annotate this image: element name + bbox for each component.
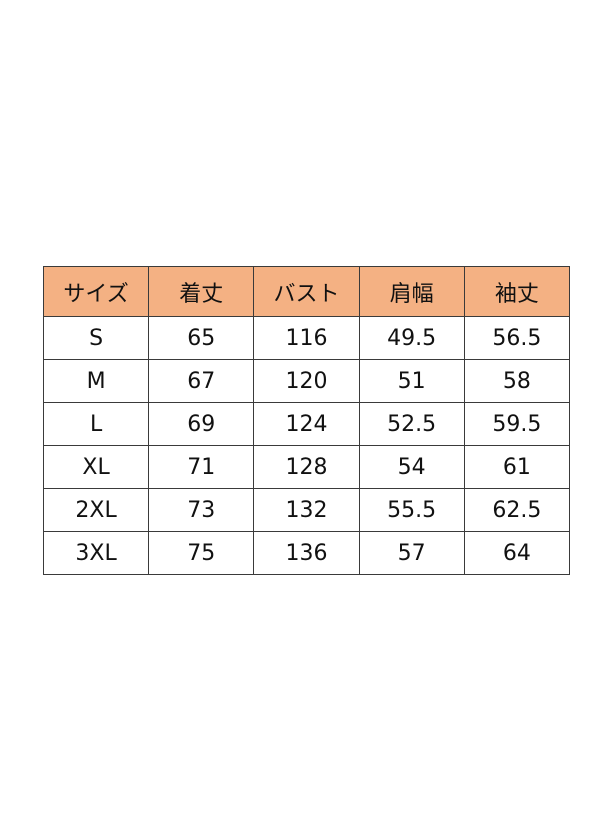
column-header: サイズ <box>42 266 150 317</box>
table-cell: 128 <box>253 445 360 489</box>
table-cell: 54 <box>358 445 465 489</box>
table-cell: 56.5 <box>463 316 571 360</box>
table-row: S 65 116 49.5 56.5 <box>42 316 571 360</box>
table-cell: 75 <box>148 531 255 575</box>
table-cell: 69 <box>148 402 255 446</box>
size-chart-table: サイズ 着丈 バスト 肩幅 袖丈 S 65 116 49.5 56.5 M 67 120 51 58 L 69… <box>42 266 571 575</box>
table-cell: 124 <box>253 402 360 446</box>
table-cell: 136 <box>253 531 360 575</box>
table-cell: 51 <box>358 359 465 403</box>
table-cell: 65 <box>148 316 255 360</box>
table-row: 2XL 73 132 55.5 62.5 <box>42 488 571 532</box>
table-row: L 69 124 52.5 59.5 <box>42 402 571 446</box>
table-cell: L <box>42 402 150 446</box>
table-cell: 67 <box>148 359 255 403</box>
table-cell: 58 <box>463 359 571 403</box>
table-cell: 61 <box>463 445 571 489</box>
table-row: 3XL 75 136 57 64 <box>42 531 571 575</box>
table-cell: 73 <box>148 488 255 532</box>
table-cell: 49.5 <box>358 316 465 360</box>
header-row: サイズ 着丈 バスト 肩幅 袖丈 <box>42 266 571 317</box>
column-header: 肩幅 <box>358 266 465 317</box>
table-cell: 64 <box>463 531 571 575</box>
column-header: 着丈 <box>148 266 255 317</box>
table-cell: 59.5 <box>463 402 571 446</box>
table-body: S 65 116 49.5 56.5 M 67 120 51 58 L 69 124 52.5 59.5 XL… <box>42 316 571 575</box>
table-cell: 120 <box>253 359 360 403</box>
table-row: XL 71 128 54 61 <box>42 445 571 489</box>
table-cell: 55.5 <box>358 488 465 532</box>
column-header: 袖丈 <box>463 266 571 317</box>
table-cell: 71 <box>148 445 255 489</box>
table-cell: 52.5 <box>358 402 465 446</box>
table-cell: 57 <box>358 531 465 575</box>
table-cell: 62.5 <box>463 488 571 532</box>
table-row: M 67 120 51 58 <box>42 359 571 403</box>
table-cell: S <box>42 316 150 360</box>
column-header: バスト <box>253 266 360 317</box>
table-cell: 132 <box>253 488 360 532</box>
table-cell: 2XL <box>42 488 150 532</box>
table-cell: M <box>42 359 150 403</box>
table-cell: XL <box>42 445 150 489</box>
table-cell: 3XL <box>42 531 150 575</box>
table-cell: 116 <box>253 316 360 360</box>
